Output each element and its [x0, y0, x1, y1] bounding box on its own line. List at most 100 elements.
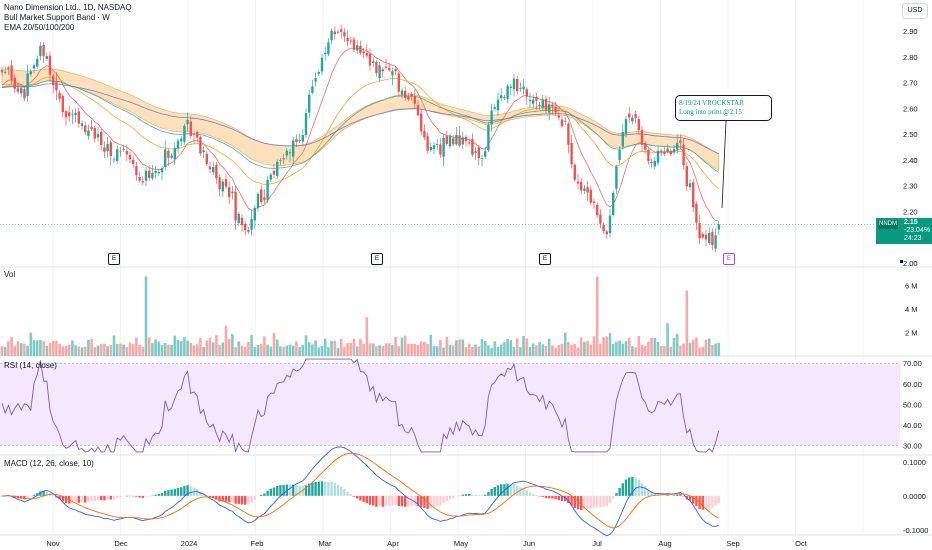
candle-body	[573, 164, 576, 180]
volume-bar	[602, 337, 605, 356]
macd-hist-bar	[442, 495, 445, 503]
candle-body	[615, 166, 618, 189]
candle-body	[503, 97, 506, 98]
candle-body	[682, 144, 685, 166]
rsi-pane-label[interactable]: RSI (14, close)	[4, 361, 57, 370]
candle-body	[298, 140, 301, 142]
macd-hist-bar	[701, 495, 704, 510]
candle-body	[45, 56, 48, 59]
macd-hist-bar	[525, 490, 528, 496]
candle-body	[26, 73, 29, 97]
candle-body	[285, 150, 288, 156]
macd-hist-bar	[397, 495, 400, 507]
macd-hist-bar	[93, 495, 96, 501]
volume-bar	[227, 339, 231, 356]
macd-hist-bar	[509, 484, 512, 496]
volume-bar	[461, 339, 465, 356]
earnings-marker-1[interactable]: E	[108, 253, 120, 265]
volume-bar	[195, 344, 199, 356]
symbol-title[interactable]: Nano Dimension Ltd., 1D, NASDAQ	[4, 3, 132, 12]
macd-hist-bar	[80, 495, 84, 503]
time-axis-tick: Nov	[46, 539, 60, 548]
volume-bar	[99, 344, 103, 356]
candle-body	[570, 142, 573, 165]
volume-bar	[106, 346, 109, 356]
macd-pane-label[interactable]: MACD (12, 26, close, 10)	[4, 459, 94, 468]
volume-bar	[378, 345, 381, 356]
volume-bar	[131, 344, 135, 356]
macd-hist-bar	[138, 495, 141, 498]
candle-body	[279, 160, 282, 161]
volume-bar	[135, 337, 138, 356]
volume-bar	[288, 344, 292, 356]
volume-bar	[122, 344, 125, 356]
macd-hist-bar	[109, 495, 112, 500]
annotation-callout[interactable]: 8/19/24 VROCKSTAR Long into print @2.15	[675, 95, 772, 121]
candle-body	[160, 168, 164, 173]
candle-body	[506, 85, 509, 99]
volume-bar	[442, 347, 445, 356]
candle-body	[519, 88, 522, 90]
indicator-bull-band-label[interactable]: Bull Market Support Band · W	[4, 13, 110, 22]
volume-bar	[295, 341, 298, 356]
volume-bar	[83, 346, 87, 356]
candle-body	[554, 107, 557, 113]
volume-bar	[525, 338, 529, 356]
macd-hist-bar	[208, 495, 212, 498]
earnings-marker-3[interactable]: E	[539, 253, 551, 265]
macd-hist-bar	[112, 495, 116, 500]
candle-body	[240, 217, 244, 226]
volume-bar	[275, 339, 279, 356]
macd-hist-bar	[413, 495, 416, 506]
candle-body	[624, 119, 628, 135]
volume-bar	[192, 345, 196, 356]
volume-bar	[413, 343, 417, 356]
macd-hist-bar	[672, 495, 676, 496]
macd-hist-bar	[288, 484, 292, 496]
macd-hist-bar	[196, 488, 199, 496]
price-axis-tick: 2.40	[903, 156, 918, 165]
candle-body	[164, 149, 167, 168]
earnings-marker-2[interactable]: E	[371, 253, 383, 265]
candle-body	[695, 204, 698, 223]
candle-body	[4, 71, 7, 73]
volume-bar	[64, 345, 68, 356]
macd-hist-bar	[141, 495, 144, 498]
candle-body	[202, 150, 205, 153]
macd-hist-bar	[343, 489, 346, 496]
candle-body	[400, 90, 404, 95]
time-axis-tick: Jul	[592, 539, 602, 548]
macd-hist-bar	[272, 487, 276, 496]
candle-body	[205, 153, 208, 164]
macd-hist-bar	[432, 495, 436, 508]
volume-bar	[397, 346, 401, 356]
candle-body	[90, 126, 93, 129]
volume-bar	[586, 340, 589, 356]
macd-hist-bar	[176, 487, 180, 496]
candle-body	[215, 164, 218, 179]
macd-hist-bar	[640, 482, 644, 496]
candle-body	[599, 214, 602, 224]
earnings-marker-future[interactable]: E	[723, 253, 735, 265]
macd-hist-bar	[84, 495, 87, 503]
candle-body	[602, 225, 605, 232]
time-axis-tick: 2024	[181, 539, 198, 548]
price-tag-countdown: 24:23	[904, 235, 922, 242]
candle-body	[442, 138, 445, 157]
volume-bar	[717, 342, 721, 356]
currency-selector[interactable]: USD	[902, 3, 928, 19]
macd-hist-bar	[548, 495, 551, 499]
price-axis-marker	[900, 260, 903, 263]
volume-bar	[656, 341, 660, 356]
candle-body	[592, 201, 596, 203]
volume-pane-label[interactable]: Vol	[4, 270, 16, 279]
volume-bar	[467, 343, 471, 356]
volume-bar	[346, 343, 349, 356]
macd-hist-bar	[711, 495, 714, 508]
macd-hist-bar	[260, 494, 263, 496]
indicator-ema-label[interactable]: EMA 20/50/100/200	[4, 23, 75, 32]
macd-hist-bar	[368, 495, 372, 505]
macd-hist-bar	[128, 495, 132, 497]
candle-body	[224, 179, 228, 187]
candle-body	[71, 114, 74, 116]
